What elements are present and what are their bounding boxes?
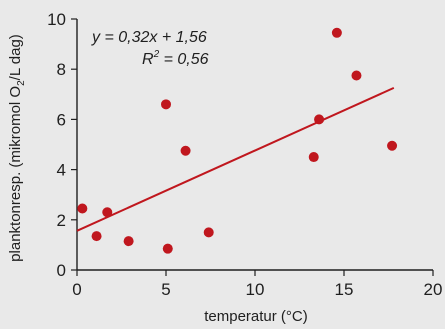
data-point xyxy=(203,227,214,238)
y-tick-label: 8 xyxy=(57,60,66,79)
x-tick-label: 20 xyxy=(424,280,443,299)
trendline xyxy=(76,86,395,232)
data-point xyxy=(91,231,102,242)
x-tick-label: 0 xyxy=(72,280,81,299)
data-point xyxy=(77,203,88,214)
x-tick-label: 15 xyxy=(335,280,354,299)
x-axis-title: temperatur (°C) xyxy=(204,308,308,325)
data-point xyxy=(331,27,342,38)
y-tick-label: 4 xyxy=(57,161,66,180)
r-squared-value: = 0,56 xyxy=(159,51,208,68)
data-point xyxy=(308,152,319,163)
data-point xyxy=(162,243,173,254)
data-point xyxy=(161,99,171,110)
axes xyxy=(76,19,433,271)
ticks: 0 5 10 15 20 0 2 4 6 8 10 xyxy=(47,10,442,299)
y-axis-title-end: /L dag) xyxy=(7,34,24,80)
r-squared-superscript: 2 xyxy=(153,49,160,60)
r-squared-label: R2 = 0,56 xyxy=(142,49,209,68)
regression-equation: y = 0,32x + 1,56 xyxy=(91,29,207,46)
y-axis-title: planktonresp. (mikromol O2/L dag) xyxy=(7,34,27,262)
data-point xyxy=(123,236,134,247)
data-points xyxy=(77,27,398,254)
data-point xyxy=(351,70,362,81)
y-axis-title-main: planktonresp. (mikromol O xyxy=(7,86,24,262)
y-tick-label: 10 xyxy=(47,10,66,29)
y-tick-label: 0 xyxy=(57,261,66,280)
y-tick-label: 6 xyxy=(57,110,66,129)
x-tick-label: 10 xyxy=(246,280,265,299)
r-squared-symbol: R xyxy=(142,51,154,68)
data-point xyxy=(387,140,398,151)
data-point xyxy=(180,145,191,156)
y-tick-label: 2 xyxy=(57,211,66,230)
y-axis-title-subscript: 2 xyxy=(16,80,27,86)
x-tick-label: 5 xyxy=(161,280,170,299)
data-point xyxy=(102,207,113,218)
data-point xyxy=(314,114,325,125)
